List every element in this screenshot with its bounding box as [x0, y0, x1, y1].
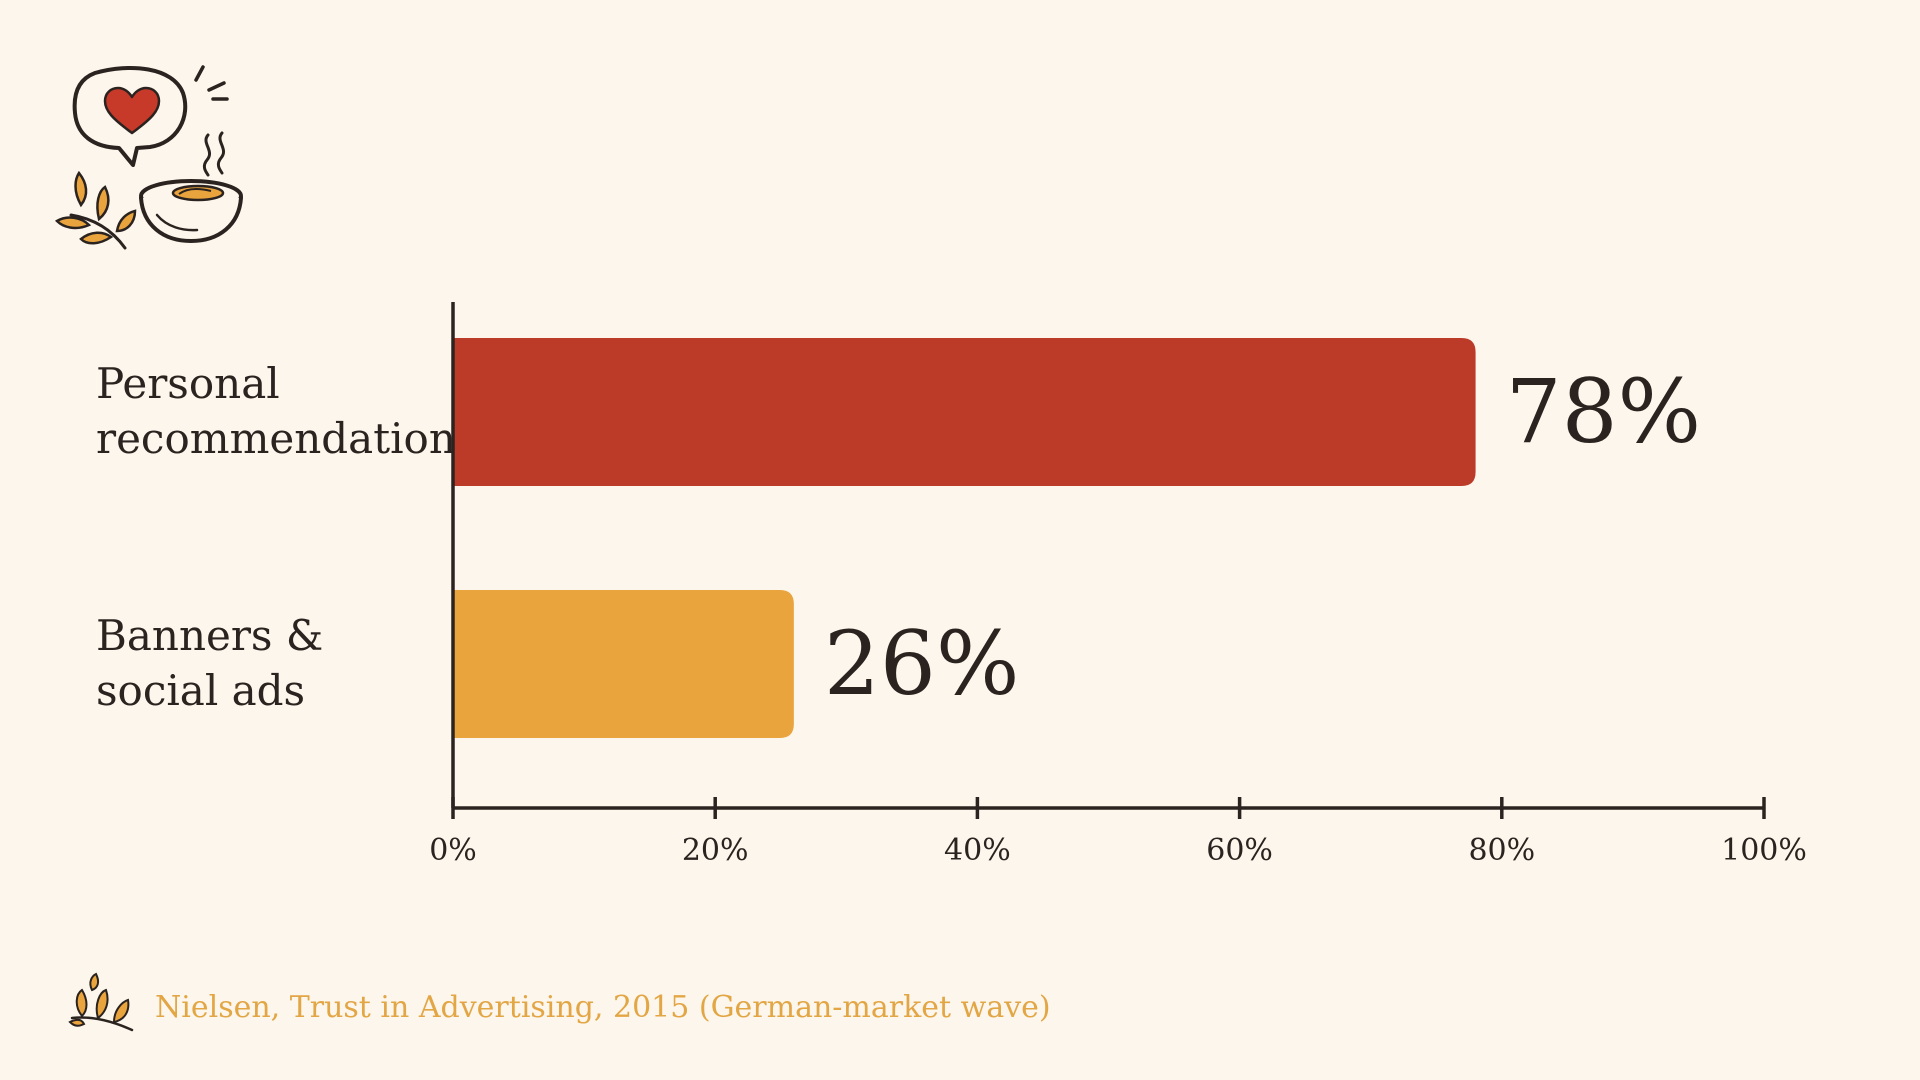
- bar-0: [453, 338, 1476, 486]
- heart-speech-bubble-and-soup-bowl-icon: [55, 65, 243, 250]
- x-tick-label-5: 100%: [1721, 833, 1807, 868]
- category-label-1: Banners & social ads: [96, 611, 323, 715]
- data-label-1: 26%: [824, 612, 1020, 715]
- bars: [453, 338, 1476, 738]
- axes: [451, 302, 1764, 810]
- x-tick-label-3: 60%: [1206, 833, 1273, 868]
- bar-1: [453, 590, 794, 738]
- leaf-sprig-icon: [68, 972, 134, 1032]
- value-labels: 78% 26%: [824, 360, 1701, 715]
- x-tick-label-1: 20%: [682, 833, 749, 868]
- x-ticks: 0% 20% 40% 60% 80% 100%: [429, 797, 1807, 868]
- category-labels: Personal recommendations Banners & social a…: [96, 359, 477, 715]
- x-tick-label-4: 80%: [1468, 833, 1535, 868]
- source-note: Nielsen, Trust in Advertising, 2015 (Ger…: [155, 990, 1051, 1025]
- x-tick-label-2: 40%: [944, 833, 1011, 868]
- x-tick-label-0: 0%: [429, 833, 477, 868]
- category-label-0: Personal recommendations: [96, 359, 477, 463]
- data-label-0: 78%: [1506, 360, 1702, 463]
